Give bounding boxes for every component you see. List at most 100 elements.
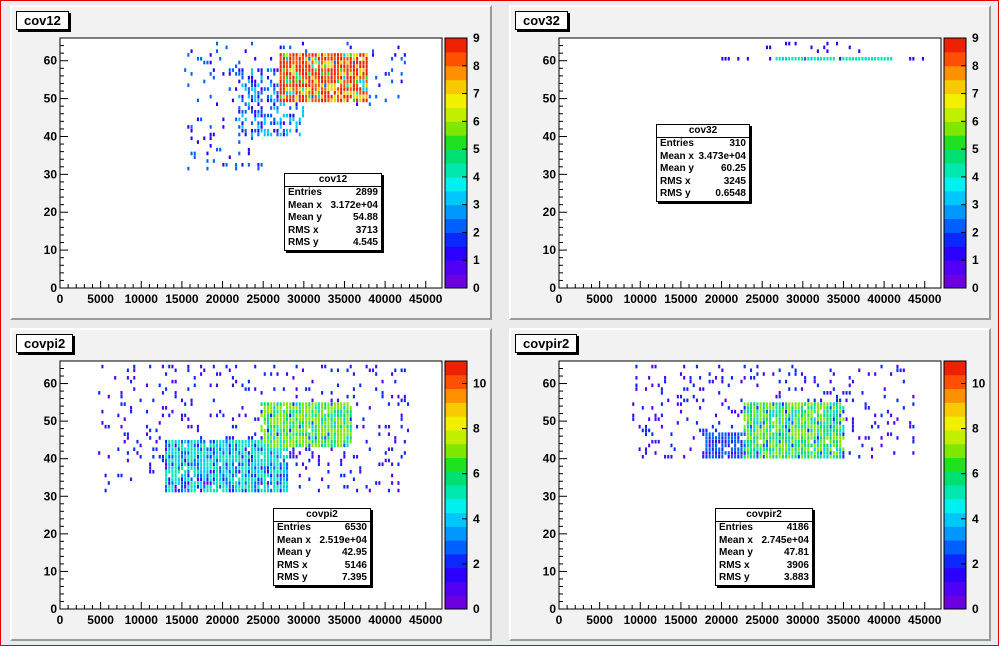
heatmap-cell bbox=[333, 409, 336, 414]
heatmap-cell bbox=[349, 83, 352, 88]
heatmap-cell bbox=[225, 466, 228, 470]
heatmap-cell bbox=[292, 53, 295, 57]
stats-box[interactable]: cov12 Entries 2899 Mean x 3.172e+04 Mean y… bbox=[284, 173, 382, 251]
heatmap-cell bbox=[880, 436, 883, 440]
heatmap-cell bbox=[263, 466, 266, 470]
heatmap-cell bbox=[200, 466, 203, 470]
heatmap-cell bbox=[890, 432, 893, 436]
heatmap-cell bbox=[180, 417, 184, 421]
heatmap-cell bbox=[282, 477, 285, 482]
heatmap-cell bbox=[343, 91, 346, 95]
heatmap-cell bbox=[327, 87, 330, 91]
heatmap-cell bbox=[737, 454, 740, 459]
heatmap-cell bbox=[890, 413, 893, 418]
heatmap-cell bbox=[225, 447, 228, 451]
plot-frame-bg bbox=[559, 38, 941, 288]
heatmap-cell bbox=[266, 432, 269, 436]
heatmap-cell bbox=[800, 447, 803, 451]
stats-row-rms-y: RMS y 0.6548 bbox=[660, 188, 746, 199]
heatmap-cell bbox=[196, 485, 199, 489]
heatmap-cell bbox=[260, 106, 263, 110]
heatmap-cell bbox=[775, 409, 778, 414]
heatmap-cell bbox=[107, 481, 110, 485]
heatmap-cell bbox=[301, 94, 304, 99]
heatmap-cell bbox=[816, 417, 819, 421]
heatmap-cell bbox=[225, 439, 228, 444]
heatmap-cell bbox=[807, 409, 810, 414]
heatmap-cell bbox=[251, 481, 254, 485]
heatmap-cell bbox=[289, 417, 292, 421]
heatmap-cell bbox=[772, 451, 775, 455]
heatmap-cell bbox=[890, 372, 893, 376]
heatmap-cell bbox=[254, 56, 257, 61]
heatmap-cell bbox=[800, 443, 803, 448]
heatmap-cell bbox=[295, 98, 298, 103]
heatmap-cell bbox=[375, 75, 378, 80]
heatmap-cell bbox=[842, 417, 845, 421]
heatmap-cell bbox=[740, 409, 743, 414]
heatmap-cell bbox=[823, 417, 826, 421]
heatmap-cell bbox=[743, 454, 746, 459]
heatmap-cell bbox=[324, 68, 327, 72]
heatmap-cell bbox=[168, 485, 171, 489]
heatmap-cell bbox=[177, 488, 180, 493]
heatmap-cell bbox=[301, 368, 304, 373]
heatmap-cell bbox=[330, 417, 333, 421]
heatmap-cell bbox=[311, 406, 314, 410]
heatmap-cell bbox=[171, 409, 174, 414]
heatmap-cell bbox=[746, 413, 749, 418]
heatmap-cell bbox=[301, 424, 304, 429]
y-tick-label: 0 bbox=[50, 281, 57, 295]
heatmap-cell bbox=[225, 488, 228, 493]
heatmap-cell bbox=[724, 432, 727, 436]
heatmap-cell bbox=[145, 432, 149, 436]
heatmap-cell bbox=[321, 79, 324, 84]
heatmap-cell bbox=[190, 398, 193, 403]
heatmap-cell bbox=[343, 94, 346, 99]
x-tick-label: 30000 bbox=[786, 292, 820, 306]
heatmap-cell bbox=[829, 402, 832, 406]
heatmap-cell bbox=[165, 387, 168, 391]
heatmap-cell bbox=[746, 428, 749, 433]
heatmap-cell bbox=[219, 447, 222, 451]
heatmap-cell bbox=[829, 451, 832, 455]
heatmap-cell bbox=[343, 64, 346, 69]
heatmap-cell bbox=[359, 466, 362, 470]
heatmap-cell bbox=[200, 469, 203, 474]
heatmap-cell bbox=[848, 391, 851, 395]
heatmap-cell bbox=[247, 163, 250, 167]
heatmap-cell bbox=[810, 421, 813, 425]
z-tick-label: 2 bbox=[972, 557, 979, 571]
heatmap-cell bbox=[705, 439, 708, 444]
heatmap-cell bbox=[276, 68, 279, 72]
heatmap-cell bbox=[305, 421, 308, 425]
pad-covpi2[interactable]: 0 5000 10000 15000 20000 25000 30000 35000 40000… bbox=[10, 328, 492, 641]
heatmap-cell bbox=[212, 481, 215, 485]
heatmap-cell bbox=[788, 424, 791, 429]
stats-box[interactable]: covpir2 Entries 4186 Mean x 2.745e+04 Mean… bbox=[715, 508, 813, 586]
heatmap-cell bbox=[340, 424, 343, 429]
heatmap-cell bbox=[235, 424, 238, 429]
heatmap-cell bbox=[251, 121, 254, 125]
heatmap-cell bbox=[270, 424, 273, 429]
heatmap-cell bbox=[816, 421, 819, 425]
pad-cov32[interactable]: 0 5000 10000 15000 20000 25000 30000 35000 40000… bbox=[509, 5, 991, 320]
heatmap-cell bbox=[785, 443, 788, 448]
heatmap-cell bbox=[286, 83, 289, 88]
heatmap-cell bbox=[98, 451, 101, 455]
heatmap-cell bbox=[301, 64, 304, 69]
heatmap-cell bbox=[301, 443, 304, 448]
heatmap-cell bbox=[403, 439, 406, 444]
heatmap-cell bbox=[807, 424, 810, 429]
heatmap-cell bbox=[791, 424, 794, 429]
heatmap-cell bbox=[295, 454, 298, 459]
pad-covpir2[interactable]: 0 5000 10000 15000 20000 25000 30000 35000 40000… bbox=[509, 328, 991, 641]
heatmap-cell bbox=[333, 432, 336, 436]
heatmap-cell bbox=[874, 56, 877, 61]
heatmap-cell bbox=[804, 451, 807, 455]
stats-box[interactable]: covpi2 Entries 6530 Mean x 2.519e+04 Mean … bbox=[273, 508, 371, 586]
heatmap-cell bbox=[727, 406, 730, 410]
pad-cov12[interactable]: 0 5000 10000 15000 20000 25000 30000 35000 40000… bbox=[10, 5, 492, 320]
heatmap-cell bbox=[826, 409, 829, 414]
